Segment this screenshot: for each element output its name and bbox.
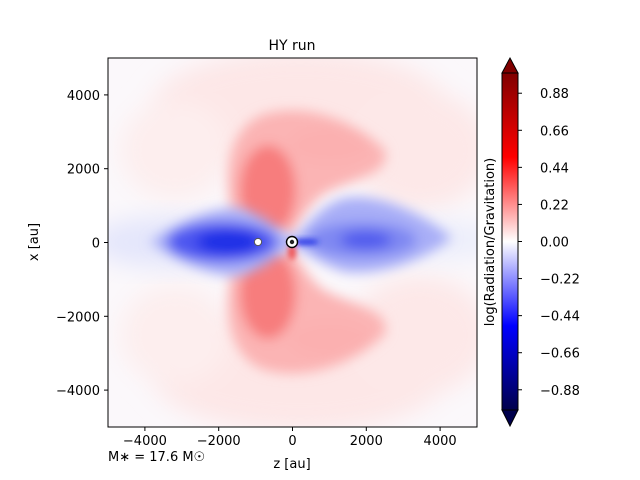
colorbar-tick-label: −0.22 [540, 273, 580, 288]
x-axis: −4000 −2000 0 2000 4000 [123, 427, 457, 449]
heatmap-field [108, 58, 477, 427]
colorbar-tick-label: 0.66 [540, 124, 569, 139]
colorbar-tick-label: −0.44 [540, 310, 580, 325]
y-tick-label: −2000 [56, 310, 100, 325]
y-tick-label: 2000 [67, 163, 100, 178]
colorbar: 0.88 0.66 0.44 0.22 0.00 −0.22 −0.44 −0.66 −0.88 [501, 56, 580, 428]
x-axis-label: z [au] [273, 457, 310, 472]
y-tick-label: 0 [92, 237, 100, 252]
y-tick-label: 4000 [67, 89, 100, 104]
colorbar-label: log(Radiation/Gravitation) [483, 158, 498, 326]
colorbar-tick-label: −0.88 [540, 384, 580, 399]
colorbar-extend-top [501, 56, 519, 74]
colorbar-ticks: 0.88 0.66 0.44 0.22 0.00 −0.22 −0.44 −0.66 −0.88 [518, 87, 580, 399]
colorbar-tick-label: 0.22 [540, 198, 569, 213]
x-tick-label: 2000 [350, 434, 383, 449]
y-axis-label: x [au] [27, 223, 42, 261]
colorbar-body [501, 72, 519, 411]
y-tick-label: −4000 [56, 384, 100, 399]
x-tick-label: −4000 [123, 434, 167, 449]
companion-marker [253, 237, 263, 247]
chart-title: HY run [268, 38, 315, 54]
x-tick-label: 0 [288, 434, 296, 449]
colorbar-tick-label: 0.44 [540, 161, 569, 176]
x-tick-label: 4000 [424, 434, 457, 449]
colorbar-tick-label: −0.66 [540, 347, 580, 362]
mass-annotation: M∗ = 17.6 M☉ [108, 450, 205, 465]
colorbar-tick-label: 0.00 [540, 236, 569, 251]
x-tick-label: −2000 [197, 434, 241, 449]
colorbar-tick-label: 0.88 [540, 87, 569, 102]
central-star-marker [285, 235, 299, 249]
y-axis: −4000 −2000 0 2000 4000 [56, 89, 108, 399]
colorbar-extend-bottom [501, 409, 519, 428]
